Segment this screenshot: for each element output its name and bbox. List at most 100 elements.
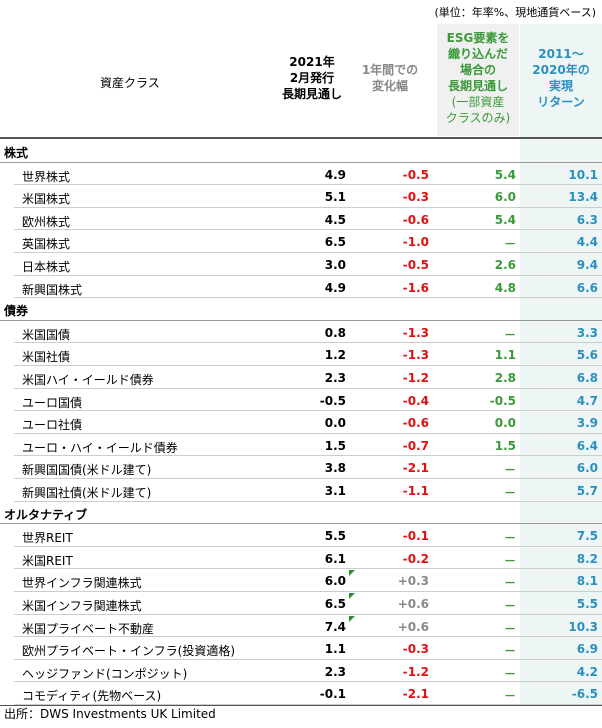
forecast-value: 1.5 [324,438,346,453]
esg-value: － [503,621,516,636]
returns-header: 2020年の [532,63,590,77]
row-rule [14,545,602,547]
row-rule [14,274,602,276]
esg-value: 6.0 [494,190,516,205]
asset-name: 米国社債 [22,350,71,365]
asset-name: 日本株式 [22,260,71,274]
returns-header: リターン [537,95,585,109]
esg-value: － [503,463,516,478]
change-value: -0.4 [402,393,429,408]
change-header: 変化幅 [371,79,408,93]
forecast-value: 0.0 [324,416,346,431]
forecast-value: 1.2 [324,348,346,363]
return-value: 3.3 [576,325,598,340]
row-rule [14,500,602,502]
forecast-value: 6.0 [324,574,346,589]
esg-header: 長期見通し [447,79,508,93]
forecast-value: 5.5 [324,529,346,544]
forecast-value: 2.3 [324,371,346,385]
asset-name: ユーロ国債 [22,395,83,410]
change-value: -2.1 [402,687,429,702]
header-rule [0,137,602,139]
return-value: -6.5 [571,687,598,702]
asset-name: 米国インフラ関連株式 [22,599,142,613]
row-rule [14,478,602,479]
forecast-value: 4.9 [324,167,346,182]
esg-value: 2.6 [494,258,516,272]
section-title: 株式 [4,146,29,160]
return-value: 10.1 [568,167,598,182]
comment-marker [349,593,355,599]
asset-name: ヘッジファンド(コンポジット) [22,666,188,681]
forecast-value: 6.5 [324,597,346,611]
esg-value: 4.8 [494,280,516,295]
forecast-value: -0.5 [319,393,346,408]
row-rule [14,387,602,389]
change-header: 1年間での [361,63,419,77]
unit-note: (単位：年率%、現地通貨ベース) [434,6,596,19]
change-value: -1.2 [402,371,429,385]
change-value: -0.5 [402,167,429,182]
change-value: -0.2 [402,551,429,566]
esg-value: -0.5 [489,393,516,408]
row-rule [14,455,602,457]
row-rule [14,365,602,366]
esg-value: － [503,644,516,659]
esg-value: － [503,576,516,591]
forecast-value: 3.0 [324,258,346,272]
return-value: 6.3 [576,212,598,227]
esg-value: － [503,599,516,613]
comment-marker [349,570,355,577]
change-value: -1.3 [402,325,429,340]
return-value: 9.4 [576,258,598,272]
returns-header: 2011～ [538,47,584,61]
esg-header-bg [437,24,519,136]
forecast-value: 5.1 [324,190,346,205]
esg-sub-header: (一部資産 [451,95,505,109]
esg-header: ESG要素を [446,31,510,45]
change-value: -0.5 [402,258,429,272]
forecast-value: 4.5 [324,212,346,227]
asset-name: 世界REIT [22,531,73,546]
row-rule [14,432,602,434]
asset-name: 米国国債 [22,327,71,342]
change-value: -1.3 [402,348,429,363]
forecast-value: 1.1 [324,642,346,657]
esg-sub-header: クラスのみ) [445,111,511,125]
forecast-value: 6.1 [324,551,346,566]
asset-name: 米国REIT [22,553,73,568]
row-rule [14,252,602,253]
table-bottom-rule [0,705,602,706]
section-rule [0,161,602,163]
change-value: -1.1 [402,484,429,498]
esg-value: 5.4 [494,212,516,227]
return-value: 10.3 [568,619,598,634]
section-title: 債券 [4,304,29,319]
row-rule [14,206,602,208]
return-value: 5.6 [576,348,598,363]
row-rule [14,704,602,705]
esg-value: 1.1 [494,348,516,363]
row-rule [14,613,602,615]
asset-name: ユーロ・ハイ・イールド債券 [22,440,178,455]
asset-name: 欧州株式 [22,214,71,229]
row-rule [14,568,602,570]
return-value: 3.9 [576,416,598,431]
row-rule [14,591,602,592]
esg-value: 1.5 [494,438,516,453]
returns-header: 実現 [548,79,573,93]
asset-name: ユーロ社債 [22,418,83,433]
return-value: 6.4 [576,438,598,453]
row-rule [14,297,602,299]
asset-name: 米国プライベート不動産 [22,621,155,636]
change-value: -0.1 [402,529,429,544]
esg-value: － [503,689,516,704]
return-value: 8.2 [576,551,598,566]
change-value: -1.6 [402,280,429,295]
forecast-value: -0.1 [319,687,346,702]
change-value: +0.6 [397,597,429,611]
return-value: 6.8 [576,371,598,385]
row-rule [14,184,602,186]
change-value: +0.6 [397,619,429,634]
